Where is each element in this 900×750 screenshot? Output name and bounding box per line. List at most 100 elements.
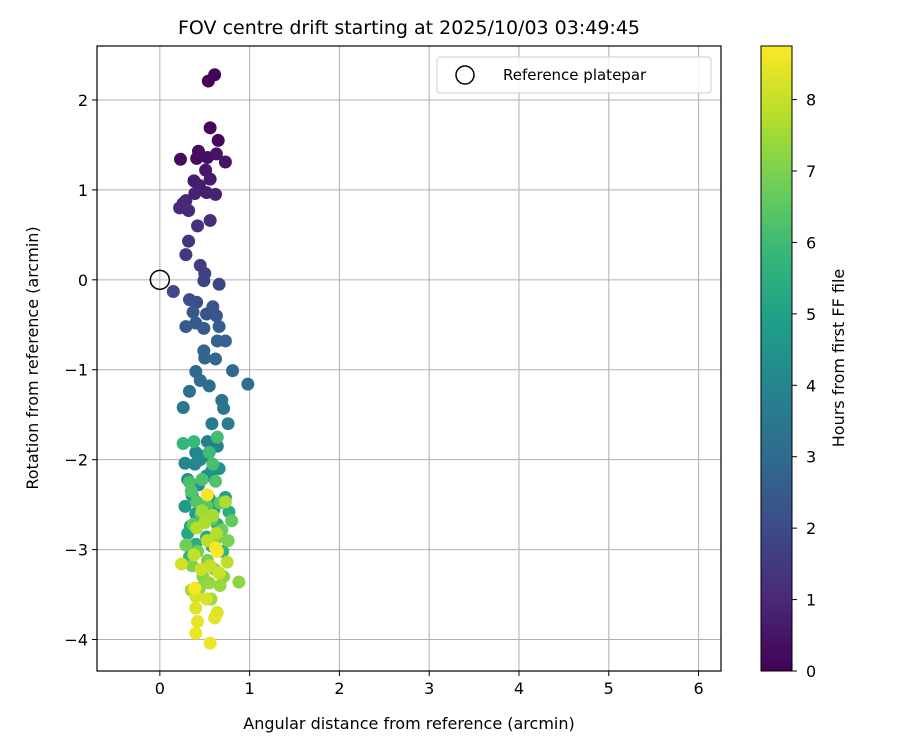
legend-entry-reference-platepar: Reference platepar xyxy=(503,66,647,84)
data-point xyxy=(209,352,223,366)
data-point xyxy=(176,401,190,415)
data-point xyxy=(208,68,222,82)
data-point xyxy=(206,457,220,471)
x-tick-label: 2 xyxy=(334,679,344,698)
data-point xyxy=(205,417,219,431)
data-point xyxy=(188,581,202,595)
plot-frame xyxy=(96,45,722,672)
data-point xyxy=(218,495,232,509)
y-tick-label: 0 xyxy=(78,271,88,290)
data-point xyxy=(203,121,217,135)
x-tick-label: 0 xyxy=(155,679,165,698)
data-point xyxy=(241,377,255,391)
data-point xyxy=(203,636,217,650)
data-point xyxy=(209,474,223,488)
data-point xyxy=(208,611,222,625)
data-point xyxy=(197,274,211,288)
x-tick-label: 6 xyxy=(693,679,703,698)
data-point xyxy=(189,626,203,640)
data-point xyxy=(178,499,192,513)
data-point xyxy=(178,456,192,470)
y-tick-label: −3 xyxy=(64,541,88,560)
colorbar-tick-label: 2 xyxy=(806,519,816,538)
data-point xyxy=(187,548,201,562)
data-point xyxy=(221,534,235,548)
data-point xyxy=(191,219,205,233)
data-point xyxy=(179,320,193,334)
data-point xyxy=(212,566,226,580)
plot-area: 0 1 2 3 4 5 6 −4 −3 −2 −1 0 1 2 xyxy=(64,45,722,698)
reference-marker-layer xyxy=(149,269,171,291)
y-axis-label: Rotation from reference (arcmin) xyxy=(23,226,42,489)
data-point xyxy=(179,538,193,552)
data-point xyxy=(217,401,231,415)
data-point xyxy=(174,557,188,571)
colorbar-tick-label: 4 xyxy=(806,376,816,395)
y-tick-label: −1 xyxy=(64,361,88,380)
y-tick-label: 2 xyxy=(78,91,88,110)
data-point xyxy=(218,334,232,348)
data-point xyxy=(212,320,226,334)
legend-reference-marker xyxy=(455,65,475,85)
colorbar-frame xyxy=(760,45,793,672)
data-point xyxy=(203,172,217,186)
reference-platepar-marker xyxy=(149,269,171,291)
data-point xyxy=(197,321,211,335)
colorbar-tick-label: 6 xyxy=(806,233,816,252)
x-tick-label: 5 xyxy=(604,679,614,698)
colorbar-tick-label: 8 xyxy=(806,91,816,110)
colorbar-label: Hours from first FF file xyxy=(829,269,848,448)
data-point xyxy=(184,484,198,498)
data-point xyxy=(203,213,217,227)
data-point xyxy=(193,453,207,467)
data-point xyxy=(182,384,196,398)
data-point xyxy=(187,435,201,449)
data-point xyxy=(200,435,214,449)
data-point xyxy=(210,430,224,444)
data-point xyxy=(209,526,223,540)
x-tick-label: 4 xyxy=(514,679,524,698)
data-point xyxy=(176,436,190,450)
data-point xyxy=(173,152,187,166)
data-point xyxy=(209,147,223,161)
data-point xyxy=(191,615,205,629)
data-point xyxy=(200,488,214,502)
data-point xyxy=(188,186,202,200)
data-point xyxy=(194,562,208,576)
data-point xyxy=(210,544,224,558)
colorbar-tick-label: 0 xyxy=(806,662,816,681)
data-point xyxy=(195,472,209,486)
data-point xyxy=(225,514,239,528)
data-point xyxy=(218,155,232,169)
x-axis-label: Angular distance from reference (arcmin) xyxy=(243,714,574,733)
data-point xyxy=(190,521,204,535)
data-point xyxy=(166,285,180,299)
legend-box xyxy=(436,56,712,94)
colorbar: 0 1 2 3 4 5 6 7 8 Hours from first FF file xyxy=(760,45,848,681)
data-point xyxy=(190,295,204,309)
data-point xyxy=(189,601,203,615)
data-point xyxy=(232,575,246,589)
x-tick-label: 3 xyxy=(424,679,434,698)
data-point xyxy=(226,364,240,378)
x-tick-label: 1 xyxy=(245,679,255,698)
scatter-points xyxy=(166,68,255,650)
y-tick-label: −4 xyxy=(64,631,88,650)
data-point xyxy=(213,579,227,593)
chart-title: FOV centre drift starting at 2025/10/03 … xyxy=(178,17,640,39)
data-point xyxy=(195,504,209,518)
y-tick-label: −2 xyxy=(64,451,88,470)
data-point xyxy=(209,309,223,323)
colorbar-tick-label: 1 xyxy=(806,591,816,610)
colorbar-gradient xyxy=(761,46,792,671)
plot-background xyxy=(97,46,721,671)
data-point xyxy=(198,351,212,365)
data-point xyxy=(202,379,216,393)
y-tick-label: 1 xyxy=(78,181,88,200)
data-point xyxy=(182,204,196,218)
data-point xyxy=(179,248,193,262)
data-point xyxy=(211,133,225,147)
data-point xyxy=(202,445,216,459)
data-point xyxy=(182,234,196,248)
